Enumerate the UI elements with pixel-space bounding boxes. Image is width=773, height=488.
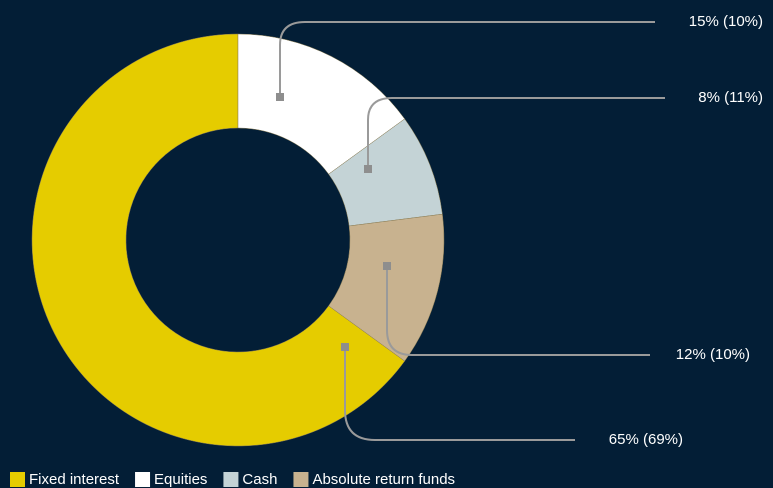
legend-label: Fixed interest <box>29 471 120 488</box>
value-label: 8% (11%) <box>698 89 763 106</box>
value-label: 15% (10%) <box>689 13 763 30</box>
legend-swatch <box>223 472 239 487</box>
legend-label: Equities <box>154 471 207 488</box>
legend-swatch <box>10 472 25 487</box>
legend-swatch <box>293 472 309 487</box>
leader-line <box>386 266 650 356</box>
slice <box>31 33 406 447</box>
value-label: 12% (10%) <box>676 346 750 363</box>
leader-marker <box>364 165 372 173</box>
leader-line <box>344 347 575 441</box>
leader-marker <box>276 93 284 101</box>
leader-line <box>367 97 665 169</box>
legend-label: Absolute return funds <box>312 471 455 488</box>
leader-line <box>279 21 655 97</box>
legend-swatch <box>135 472 151 487</box>
leader-marker <box>341 343 349 351</box>
value-label: 65% (69%) <box>609 431 683 448</box>
leader-marker <box>383 262 391 270</box>
legend-label: Cash <box>242 471 277 488</box>
